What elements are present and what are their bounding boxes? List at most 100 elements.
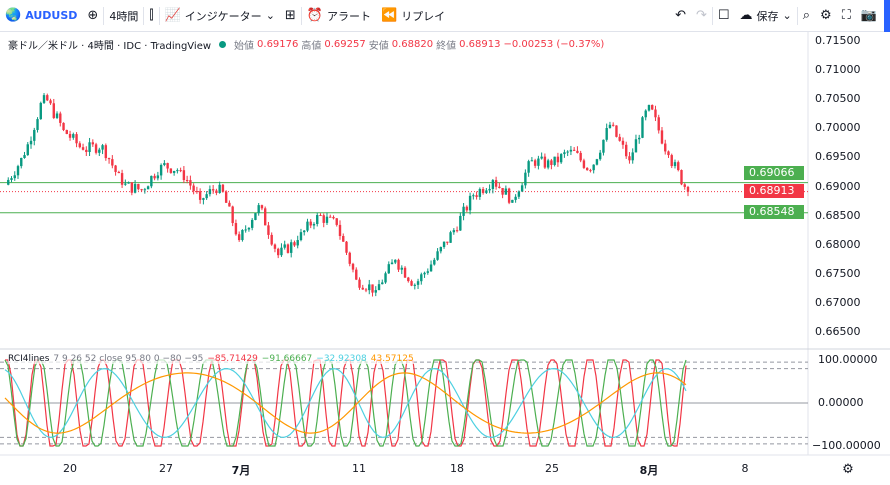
candle-body [355, 269, 358, 280]
candle-body [592, 164, 595, 171]
candle-body [501, 188, 504, 195]
candle-body [189, 180, 192, 186]
candle-body [628, 156, 631, 161]
candle-body [403, 267, 407, 278]
candle-body [498, 186, 501, 189]
candle-body [491, 180, 495, 189]
candle-body [494, 180, 498, 187]
candle-body [117, 171, 121, 174]
candle-body [85, 149, 88, 152]
undo-icon: ↶ [675, 8, 686, 23]
layout-button[interactable]: ☐ [713, 4, 735, 28]
candle-body [485, 190, 488, 193]
candle-body [569, 149, 573, 152]
candle-body [111, 159, 114, 166]
rewind-icon: ⏪ [381, 8, 398, 23]
candle-body [192, 185, 195, 192]
market-status-icon [219, 41, 227, 48]
candle-body [530, 160, 534, 162]
grid-icon: ⊞ [284, 8, 296, 23]
candle-body [257, 205, 260, 214]
rci-line-3 [4, 367, 687, 439]
redo-button[interactable]: ↷ [691, 4, 712, 28]
candle-body [88, 142, 91, 152]
candle-body [670, 155, 673, 167]
redo-icon: ↷ [695, 8, 707, 23]
axis-settings-icon[interactable]: ⚙ [842, 462, 854, 477]
candle-body [611, 124, 615, 126]
close-value: 0.68913 [459, 39, 501, 50]
fullscreen-button[interactable]: ⛶ [837, 4, 856, 28]
candle-body [309, 221, 312, 226]
candle-body [290, 242, 293, 253]
search-button[interactable]: ⌕ [798, 4, 815, 28]
candle-body [176, 170, 179, 172]
undo-button[interactable]: ↶ [670, 4, 691, 28]
candle-body [237, 234, 241, 241]
alert-button[interactable]: ⏰ アラート [306, 8, 371, 23]
candle-body [224, 191, 228, 203]
high-value: 0.69257 [324, 39, 366, 50]
candle-body [244, 229, 247, 231]
panel-edge [884, 0, 890, 32]
candle-body [387, 264, 390, 274]
candle-body [16, 166, 20, 176]
candle-body [533, 160, 537, 166]
candle-body [442, 241, 446, 248]
save-button[interactable]: ☁ 保存 ⌄ [739, 8, 792, 23]
candle-body [615, 125, 618, 137]
replay-button[interactable]: ⏪ リプレイ [381, 8, 446, 23]
candle-body [20, 158, 23, 167]
x-axis-label: 20 [63, 462, 77, 475]
candle-body [81, 147, 85, 150]
indicators-icon: 📈 [164, 8, 181, 23]
price-axis-label: 0.68500 [815, 208, 861, 222]
candle-body [325, 216, 329, 223]
search-icon: ⌕ [802, 8, 811, 23]
candle-body [13, 175, 16, 179]
candle-body [306, 221, 309, 231]
candle-body [377, 284, 381, 291]
templates-button[interactable]: ⊞ [280, 4, 301, 28]
candle-body [429, 264, 433, 272]
candle-body [381, 282, 384, 285]
candle-body [348, 252, 351, 264]
candles-icon: ⫿ [149, 8, 154, 23]
candle-body [433, 259, 436, 265]
candle-body [166, 163, 169, 169]
snapshot-button[interactable]: 📷 [856, 4, 882, 28]
candle-body [368, 284, 371, 291]
candle-body [654, 109, 657, 118]
change-value: −0.00253 (−0.37%) [503, 39, 605, 50]
chevron-down-icon: ⌄ [782, 9, 792, 22]
candle-body [68, 133, 72, 138]
x-axis-label: 8月 [639, 464, 659, 477]
compare-button[interactable]: ⊕ [82, 4, 103, 28]
candle-body [598, 152, 602, 160]
indicators-button[interactable]: 📈 インジケーター ⌄ [164, 8, 275, 23]
candle-body [270, 234, 273, 245]
candle-body [413, 284, 416, 286]
candle-body [559, 154, 563, 163]
symbol-button[interactable]: 🌏 AUDUSD [5, 8, 78, 23]
candle-body [595, 159, 599, 165]
candle-body [7, 179, 10, 185]
settings-button[interactable]: ⚙ [815, 4, 837, 28]
candle-body [205, 194, 208, 199]
candle-body [556, 156, 560, 163]
candle-body [680, 170, 683, 185]
chart-type-button[interactable]: ⫿ [144, 4, 158, 28]
candle-body [540, 156, 543, 159]
chevron-down-icon: ⌄ [265, 9, 275, 22]
candle-body [468, 195, 472, 211]
hline-price-tag: 0.69066 [744, 166, 804, 180]
candle-body [23, 155, 26, 159]
candle-body [342, 235, 345, 242]
candle-body [605, 128, 608, 140]
candle-body [39, 102, 42, 120]
interval-button[interactable]: 4時間 [109, 9, 139, 23]
candle-body [211, 189, 215, 191]
candle-body [65, 130, 68, 134]
candle-body [631, 152, 634, 161]
